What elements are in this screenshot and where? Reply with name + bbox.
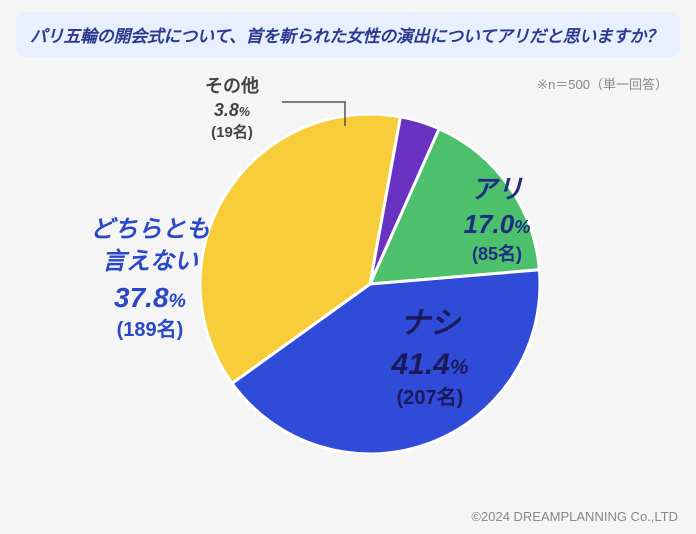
slice-label-other: その他 3.8% (19名): [182, 74, 282, 143]
slice-pct-other: 3.8%: [182, 98, 282, 122]
slice-name-neutral: どちらとも言えない: [55, 214, 245, 279]
slice-label-ari: アリ 17.0% (85名): [432, 172, 562, 266]
slice-cnt-neutral: (189名): [55, 317, 245, 344]
title-bar: パリ五輪の開会式について、首を斬られた女性の演出についてアリだと思いますか？: [16, 12, 680, 57]
slice-pct-nashi: 41.4%: [340, 345, 520, 386]
slice-cnt-nashi: (207名): [340, 385, 520, 412]
slice-name-other: その他: [182, 74, 282, 98]
slice-cnt-ari: (85名): [432, 242, 562, 266]
slice-name-nashi: ナシ: [340, 304, 520, 345]
page-title: パリ五輪の開会式について、首を斬られた女性の演出についてアリだと思いますか？: [30, 22, 666, 47]
slice-pct-neutral: 37.8%: [55, 279, 245, 317]
slice-cnt-other: (19名): [182, 123, 282, 143]
pie-chart-region: アリ 17.0% (85名) ナシ 41.4% (207名) どちらとも言えない…: [0, 84, 696, 494]
slice-label-neutral: どちらとも言えない 37.8% (189名): [55, 214, 245, 344]
slice-pct-ari: 17.0%: [432, 207, 562, 242]
slice-label-nashi: ナシ 41.4% (207名): [340, 304, 520, 412]
slice-name-ari: アリ: [432, 172, 562, 207]
